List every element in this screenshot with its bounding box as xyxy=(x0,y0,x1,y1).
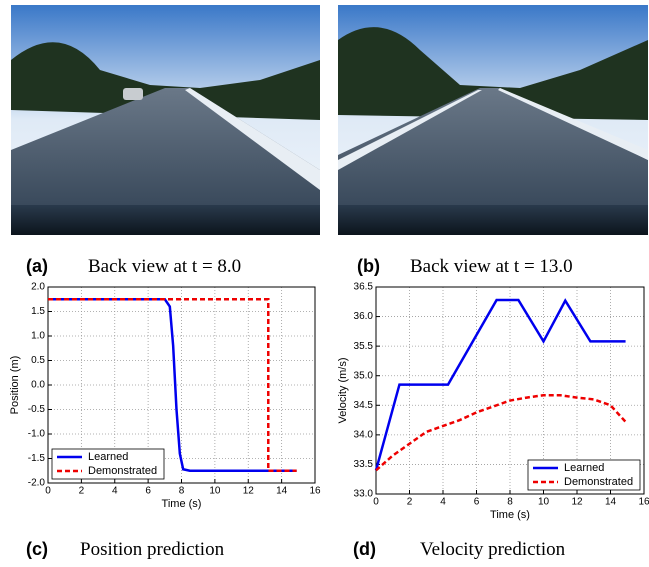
y-axis-label: Velocity (m/s) xyxy=(337,357,349,423)
panel-label: (b) xyxy=(357,256,380,276)
x-tick-label: 16 xyxy=(309,486,321,497)
panel-label: (d) xyxy=(353,539,376,559)
x-tick-label: 2 xyxy=(407,497,413,508)
y-tick-label: 36.5 xyxy=(354,282,374,293)
y-tick-label: 36.0 xyxy=(354,311,374,322)
y-tick-label: 34.0 xyxy=(354,429,374,440)
x-tick-label: 10 xyxy=(538,497,550,508)
y-tick-label: 1.5 xyxy=(31,306,45,317)
panel-label: (a) xyxy=(26,256,48,276)
caption: Back view at t = 8.0 xyxy=(88,256,241,277)
y-tick-label: 34.5 xyxy=(354,400,374,411)
data-line xyxy=(48,298,297,472)
data-line xyxy=(374,298,626,471)
x-axis-label: Time (s) xyxy=(162,498,202,510)
y-axis-label: Position (m) xyxy=(9,356,21,415)
legend-box xyxy=(51,448,165,480)
data-line xyxy=(375,393,627,472)
caption: Velocity prediction xyxy=(420,539,566,560)
x-tick-label: 12 xyxy=(571,497,583,508)
x-tick-label: 2 xyxy=(79,486,85,497)
photo-b xyxy=(338,5,648,235)
x-tick-label: 12 xyxy=(243,486,255,497)
y-tick-label: -1.5 xyxy=(28,453,46,464)
x-tick-label: 6 xyxy=(474,497,480,508)
y-tick-label: 0.0 xyxy=(31,380,45,391)
y-tick-label: -0.5 xyxy=(28,404,46,415)
x-tick-label: 8 xyxy=(179,486,185,497)
caption: Position prediction xyxy=(80,539,225,560)
plot-frame xyxy=(375,286,645,495)
legend-box xyxy=(527,459,641,491)
y-tick-label: 2.0 xyxy=(31,282,45,293)
legend-label: Demonstrated xyxy=(88,465,157,477)
y-tick-label: 0.5 xyxy=(31,355,45,366)
legend-label: Learned xyxy=(564,462,604,474)
y-tick-label: 35.5 xyxy=(354,341,374,352)
x-tick-label: 6 xyxy=(145,486,151,497)
y-tick-label: -1.0 xyxy=(28,429,46,440)
x-tick-label: 10 xyxy=(209,486,221,497)
x-tick-label: 0 xyxy=(45,486,51,497)
x-tick-label: 0 xyxy=(373,497,379,508)
x-tick-label: 4 xyxy=(112,486,118,497)
data-line xyxy=(48,298,297,472)
y-tick-label: 33.0 xyxy=(354,489,374,500)
y-tick-label: -2.0 xyxy=(28,478,46,489)
caption: Back view at t = 13.0 xyxy=(410,256,573,277)
photo-a xyxy=(11,5,320,235)
x-tick-label: 14 xyxy=(605,497,617,508)
x-tick-label: 4 xyxy=(440,497,446,508)
x-axis-label: Time (s) xyxy=(490,509,530,521)
legend-label: Demonstrated xyxy=(564,476,633,488)
legend-label: Learned xyxy=(88,451,128,463)
y-tick-label: 35.0 xyxy=(354,370,374,381)
y-tick-label: 33.5 xyxy=(354,459,374,470)
plot-frame xyxy=(47,286,316,484)
panel-label: (c) xyxy=(26,539,48,559)
x-tick-label: 16 xyxy=(638,497,649,508)
x-tick-label: 14 xyxy=(276,486,288,497)
x-tick-label: 8 xyxy=(507,497,513,508)
y-tick-label: 1.0 xyxy=(31,331,45,342)
